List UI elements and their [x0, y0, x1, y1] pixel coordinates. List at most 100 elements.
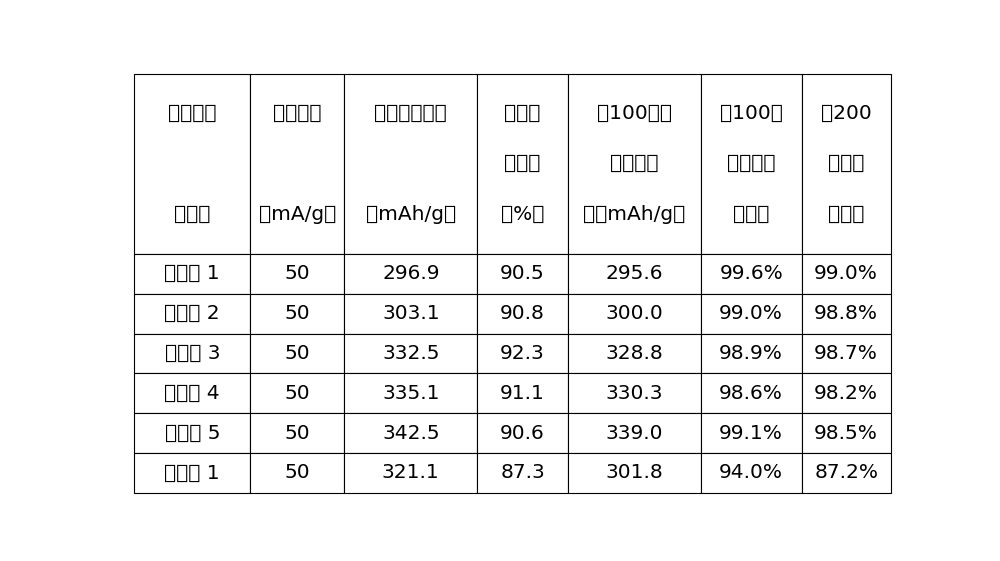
Text: 环效率: 环效率 — [504, 154, 541, 173]
Text: 90.6: 90.6 — [500, 424, 545, 443]
Text: 保持率: 保持率 — [828, 205, 864, 224]
Text: 次容量: 次容量 — [828, 154, 864, 173]
Bar — [568, 74, 701, 254]
Text: 对比例: 对比例 — [174, 205, 210, 224]
Text: 第200: 第200 — [821, 104, 872, 123]
Text: 296.9: 296.9 — [382, 264, 440, 283]
Bar — [477, 74, 568, 254]
Bar — [568, 334, 701, 374]
Text: 电流密度: 电流密度 — [273, 104, 322, 123]
Text: 87.2%: 87.2% — [814, 463, 878, 482]
Bar — [250, 254, 344, 294]
Bar — [344, 374, 477, 413]
Text: 首次可逆容量: 首次可逆容量 — [374, 104, 447, 123]
Text: 50: 50 — [285, 264, 310, 283]
Text: 首次循: 首次循 — [504, 104, 541, 123]
Bar — [250, 294, 344, 334]
Bar — [134, 74, 250, 254]
Text: 295.6: 295.6 — [606, 264, 663, 283]
Text: 实施例 2: 实施例 2 — [164, 304, 220, 323]
Bar — [701, 374, 802, 413]
Text: 98.8%: 98.8% — [814, 304, 878, 323]
Bar — [344, 74, 477, 254]
Text: 99.0%: 99.0% — [719, 304, 783, 323]
Text: 90.8: 90.8 — [500, 304, 545, 323]
Text: 99.0%: 99.0% — [814, 264, 878, 283]
Bar — [344, 413, 477, 453]
Bar — [250, 374, 344, 413]
Text: 335.1: 335.1 — [382, 384, 440, 403]
Bar — [701, 294, 802, 334]
Bar — [344, 453, 477, 493]
Text: 量（mAh/g）: 量（mAh/g） — [583, 205, 685, 224]
Text: 50: 50 — [285, 424, 310, 443]
Bar — [701, 74, 802, 254]
Text: 98.7%: 98.7% — [814, 344, 878, 363]
Text: 300.0: 300.0 — [605, 304, 663, 323]
Text: 332.5: 332.5 — [382, 344, 440, 363]
Bar — [134, 413, 250, 453]
Text: 98.9%: 98.9% — [719, 344, 783, 363]
Text: 94.0%: 94.0% — [719, 463, 783, 482]
Bar — [802, 294, 891, 334]
Bar — [802, 254, 891, 294]
Text: 第100次循: 第100次循 — [597, 104, 672, 123]
Text: 92.3: 92.3 — [500, 344, 545, 363]
Bar — [568, 374, 701, 413]
Text: 99.6%: 99.6% — [719, 264, 783, 283]
Text: 50: 50 — [285, 344, 310, 363]
Bar — [802, 74, 891, 254]
Text: 98.6%: 98.6% — [719, 384, 783, 403]
Text: （%）: （%） — [501, 205, 544, 224]
Text: 98.2%: 98.2% — [814, 384, 878, 403]
Bar — [802, 334, 891, 374]
Bar — [701, 334, 802, 374]
Text: 50: 50 — [285, 304, 310, 323]
Bar — [802, 413, 891, 453]
Text: 330.3: 330.3 — [606, 384, 663, 403]
Text: 90.5: 90.5 — [500, 264, 545, 283]
Bar — [250, 334, 344, 374]
Bar — [477, 374, 568, 413]
Text: 环可逆容: 环可逆容 — [610, 154, 659, 173]
Bar — [134, 374, 250, 413]
Text: 303.1: 303.1 — [382, 304, 440, 323]
Text: 循环容量: 循环容量 — [727, 154, 775, 173]
Bar — [250, 413, 344, 453]
Bar — [477, 254, 568, 294]
Text: 保持率: 保持率 — [733, 205, 769, 224]
Bar — [701, 413, 802, 453]
Bar — [134, 453, 250, 493]
Bar — [134, 254, 250, 294]
Text: 328.8: 328.8 — [605, 344, 663, 363]
Text: 301.8: 301.8 — [605, 463, 663, 482]
Bar — [477, 294, 568, 334]
Text: 50: 50 — [285, 463, 310, 482]
Text: 实施例 3: 实施例 3 — [165, 344, 220, 363]
Bar — [701, 453, 802, 493]
Bar — [568, 413, 701, 453]
Bar — [477, 453, 568, 493]
Text: 实施例 4: 实施例 4 — [164, 384, 220, 403]
Bar — [344, 294, 477, 334]
Bar — [344, 334, 477, 374]
Text: 99.1%: 99.1% — [719, 424, 783, 443]
Text: 321.1: 321.1 — [382, 463, 440, 482]
Text: 实施例 1: 实施例 1 — [164, 264, 220, 283]
Text: 91.1: 91.1 — [500, 384, 545, 403]
Bar — [802, 453, 891, 493]
Text: 第100次: 第100次 — [720, 104, 783, 123]
Text: 339.0: 339.0 — [606, 424, 663, 443]
Bar — [477, 334, 568, 374]
Bar — [134, 334, 250, 374]
Bar — [802, 374, 891, 413]
Text: 50: 50 — [285, 384, 310, 403]
Text: 对比例 1: 对比例 1 — [164, 463, 220, 482]
Bar — [568, 453, 701, 493]
Text: 87.3: 87.3 — [500, 463, 545, 482]
Text: 实施例 5: 实施例 5 — [165, 424, 220, 443]
Bar — [701, 254, 802, 294]
Bar — [134, 294, 250, 334]
Text: （mA/g）: （mA/g） — [259, 205, 336, 224]
Bar — [477, 413, 568, 453]
